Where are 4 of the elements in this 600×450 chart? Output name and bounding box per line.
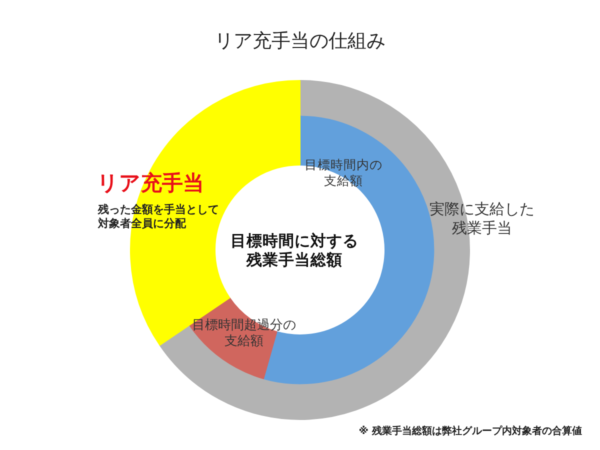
text: 実際に支給した残業手当 <box>428 200 536 238</box>
text: ※ 残業手当総額は弊社グループ内対象者の合算値 <box>358 426 582 438</box>
text: 目標時間に対する残業手当総額 <box>230 232 360 271</box>
chart-title: リア充手当の仕組み <box>214 30 386 54</box>
